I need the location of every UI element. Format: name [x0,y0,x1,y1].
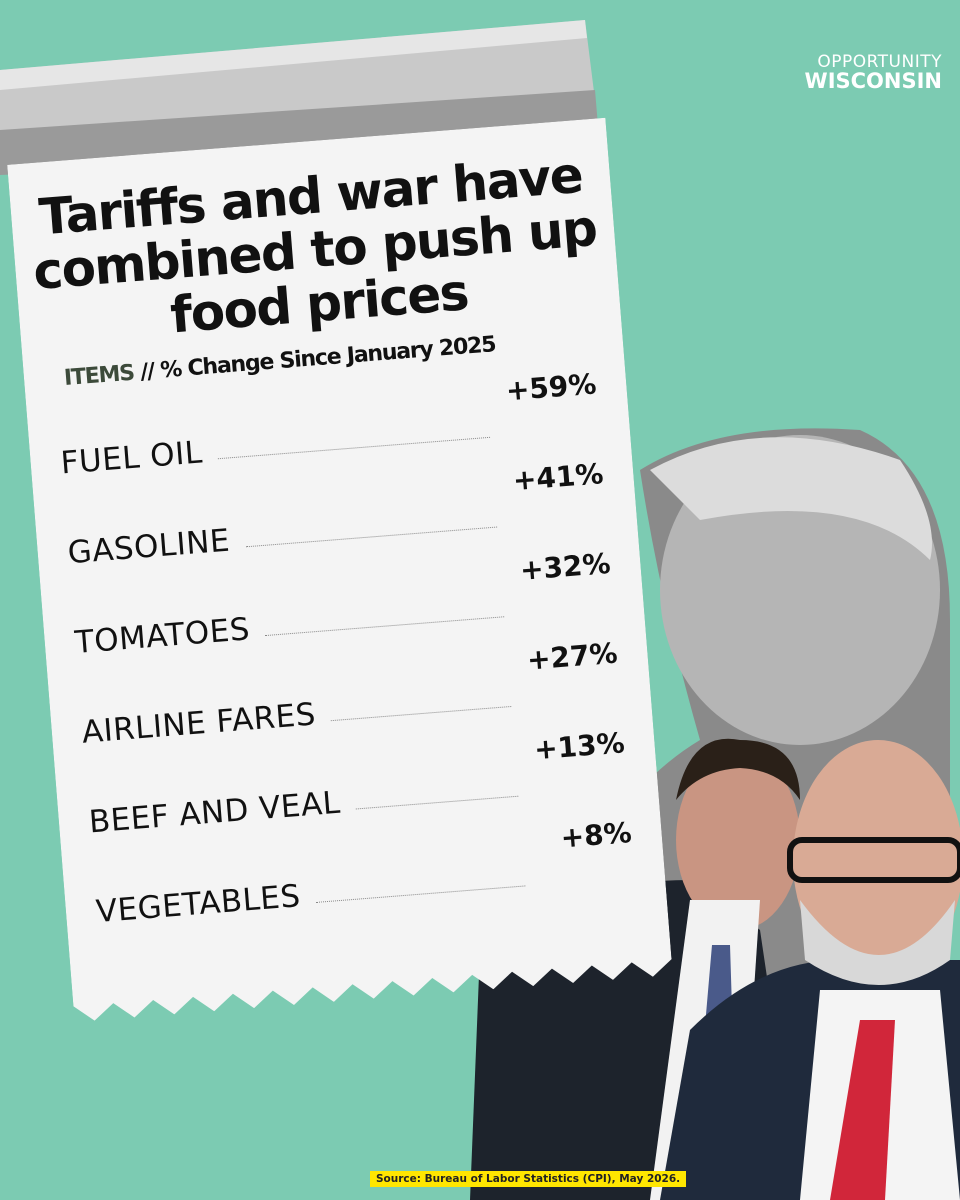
brand-line: WISCONSIN [804,69,942,93]
photo [470,428,960,1200]
brand-line: OPPORTUNITY [817,52,942,72]
paper [7,117,672,1021]
item-change: +59% [504,367,598,408]
brand: OPPORTUNITY WISCONSIN [805,52,942,93]
item-change: +32% [518,546,612,587]
item-change: +13% [532,726,626,767]
item-change: +41% [511,457,605,498]
source: Source: Bureau of Labor Statistics (CPI)… [370,1171,687,1187]
item-change: +27% [525,636,619,677]
receipt-paper [7,117,672,1021]
receipt: Tariffs and war have combined to push up… [7,117,673,1022]
leader [330,705,512,722]
dispenser [0,20,595,150]
item-change: +8% [559,815,633,855]
leader [355,795,519,810]
separator: // [139,359,155,386]
dispenser-highlight [0,20,587,90]
